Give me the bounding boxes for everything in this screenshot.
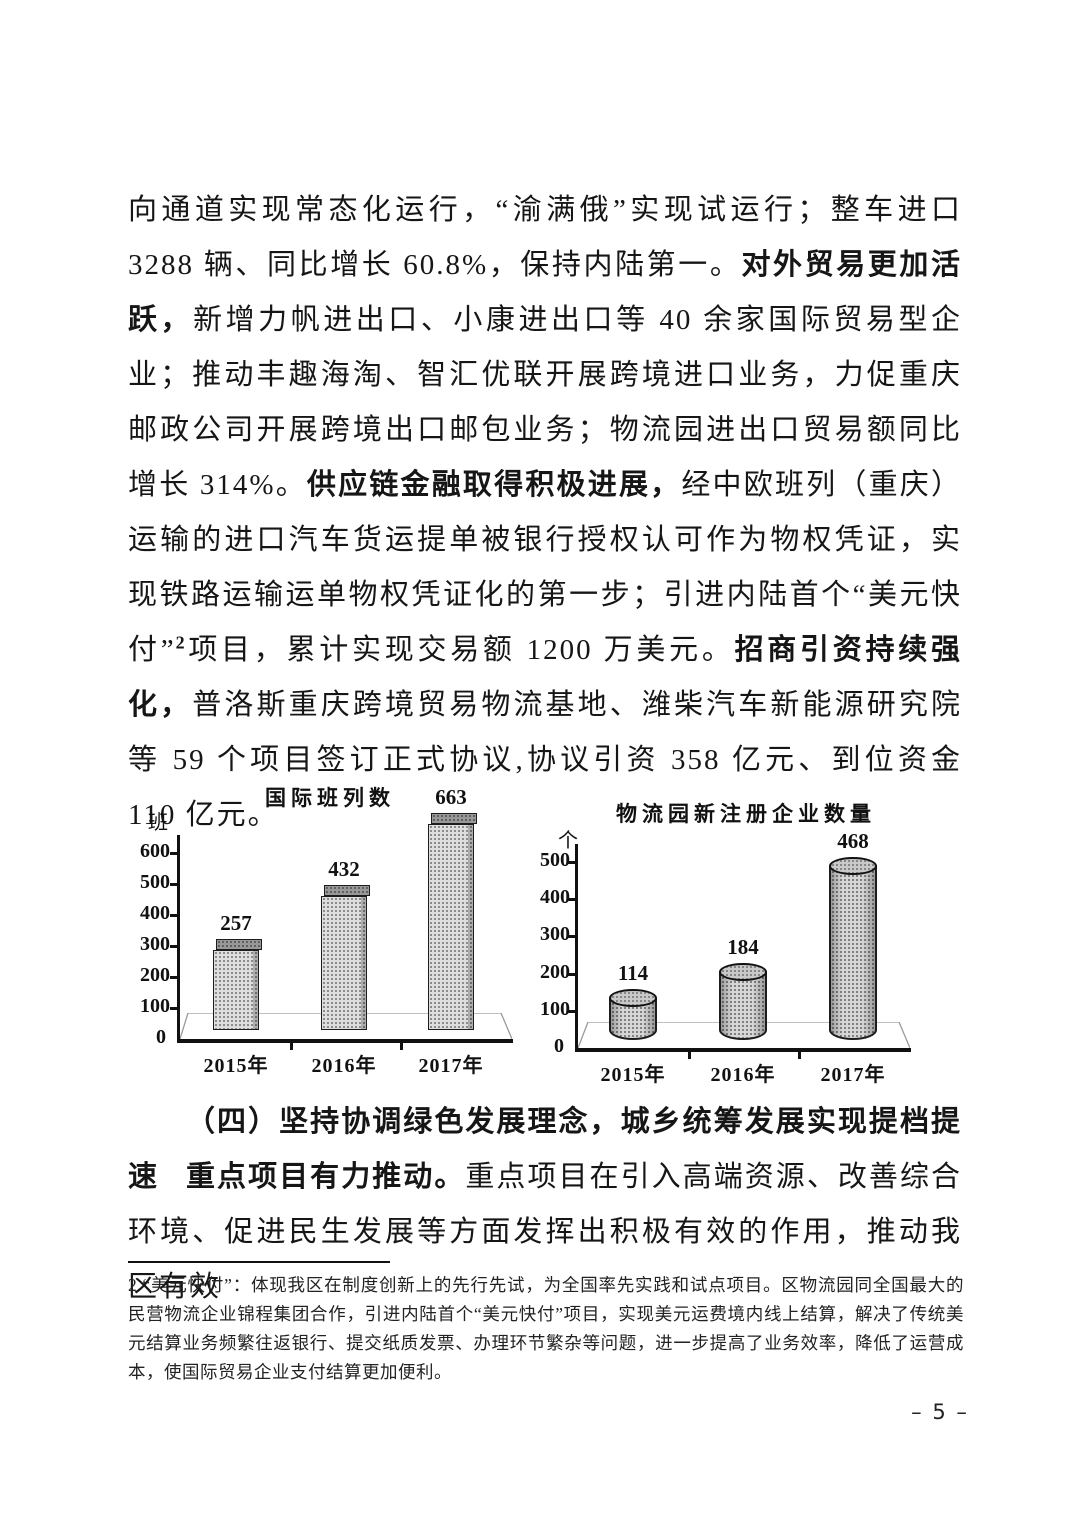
x-tick-mark [289,1042,293,1050]
y-tick-mark [170,976,179,979]
bar-2016年 [321,885,370,1030]
y-tick-label: 300 [140,933,170,955]
text-run: 经中欧班列（重庆）运输的进口汽车货运提单被银行授权认可作为物权凭证，实现铁路运输… [128,469,962,666]
data-label: 184 [727,935,759,959]
category-label: 2016年 [311,1055,377,1077]
paragraph-main: 向通道实现常态化运行，“渝满俄”实现试运行；整车进口 3288 辆、同比增长 6… [128,183,962,843]
cylinder-top-face [829,857,877,875]
text-run: 向通道实现常态化运行，“渝满俄”实现试运行；整车进口 3288 辆、同比增长 6… [128,194,962,281]
text-run: 新增力帆进出口、小康进出口等 40 余家国际贸易型企业；推动丰趣海淘、智汇优联开… [128,304,962,501]
chart-title: 物流园新注册企业数量 [616,802,876,826]
y-tick-mark [170,883,179,886]
cylinder-top-face [609,989,657,1007]
y-tick-label: 0 [156,1026,166,1048]
y-tick-mark [170,1007,179,1010]
y-tick-label: 0 [554,1035,564,1057]
category-label: 2015年 [203,1055,269,1077]
bar-top-face [431,813,477,824]
y-tick-label: 400 [540,886,570,908]
bar-front-face [213,950,259,1030]
y-tick-label: 200 [140,964,170,986]
y-axis-unit-label: 个 [558,830,578,852]
text-run: 项目，累计实现交易额 1200 万美元。 [186,634,735,666]
chart-international-train-count: 国际班列数 班 257 2015年 432 2016年 663 2017年 0 100 200 3… [140,782,520,1087]
section-heading: （四）坚持协调绿色发展理念，城乡统筹发展实现提档提速 [128,1106,962,1193]
data-label: 468 [837,829,869,853]
data-label: 257 [220,911,252,935]
category-label: 2015年 [600,1064,666,1086]
y-tick-mark [170,945,179,948]
cylinder-2017年 [829,866,877,1040]
y-tick-mark [568,898,577,901]
text-run: 普洛斯重庆跨境贸易物流基地、潍柴汽车新能源研究院等 59 个项目签订正式协议,协… [128,689,962,831]
x-tick-mark [687,1051,691,1059]
bold-text-run: 对外贸易更加活跃， [128,249,962,336]
text-run: 重点项目在引入高端资源、改善综合环境、促进民生发展等方面发挥出积极有效的作用，推… [128,1161,962,1303]
cylinder-top-face [719,963,767,981]
y-tick-mark [170,914,179,917]
y-tick-mark [568,973,577,976]
page-number: – 5 – [911,1400,969,1424]
y-axis-unit-label: 班 [148,812,168,834]
data-label: 432 [328,857,360,881]
bar-top-face [216,939,262,950]
y-tick-mark [568,935,577,938]
x-axis-line [177,1039,513,1043]
y-tick-label: 100 [540,998,570,1020]
y-tick-mark [568,861,577,864]
y-tick-label: 100 [140,995,170,1017]
y-tick-label: 500 [540,849,570,871]
chart-floor-plane [180,1013,512,1039]
data-label: 663 [435,785,467,809]
chart-title: 国际班列数 [265,786,395,810]
y-tick-label: 300 [540,923,570,945]
cylinder-2016年 [719,972,767,1040]
bar-front-face [321,896,367,1030]
bold-text-run: 供应链金融取得积极进展， [306,469,682,501]
y-axis-line [575,844,578,1052]
bar-top-face [324,885,370,896]
y-tick-label: 400 [140,902,170,924]
text-run: 2 [175,632,187,653]
bold-text-run: 重点项目有力推动。 [186,1161,466,1193]
category-label: 2016年 [710,1064,776,1086]
bar-2017年 [428,813,477,1030]
y-tick-label: 500 [140,871,170,893]
y-axis-line [177,835,180,1043]
bar-front-face [428,824,474,1030]
y-tick-mark [568,1010,577,1013]
x-tick-mark [798,1051,802,1059]
footnote-separator [128,1261,390,1263]
x-axis-line [575,1048,911,1052]
paragraph-secondary: 重点项目有力推动。重点项目在引入高端资源、改善综合环境、促进民生发展等方面发挥出… [128,1150,962,1315]
chart-logistics-park-new-enterprises: 物流园新注册企业数量 个 114 2015年 184 2016年 468 2017年 0 10… [540,782,952,1094]
y-tick-label: 200 [540,961,570,983]
category-label: 2017年 [820,1064,886,1086]
x-tick-mark [400,1042,404,1050]
chart-floor-plane [578,1022,910,1048]
y-tick-mark [170,852,179,855]
data-label: 114 [617,961,649,985]
category-label: 2017年 [418,1055,484,1077]
y-tick-label: 600 [140,840,170,862]
bar-2015年 [213,939,262,1030]
bold-text-run: 招商引资持续强化， [128,634,962,721]
footnote-text: 2 “美元快付”：体现我区在制度创新上的先行先试，为全国率先实践和试点项目。区物… [128,1275,964,1382]
